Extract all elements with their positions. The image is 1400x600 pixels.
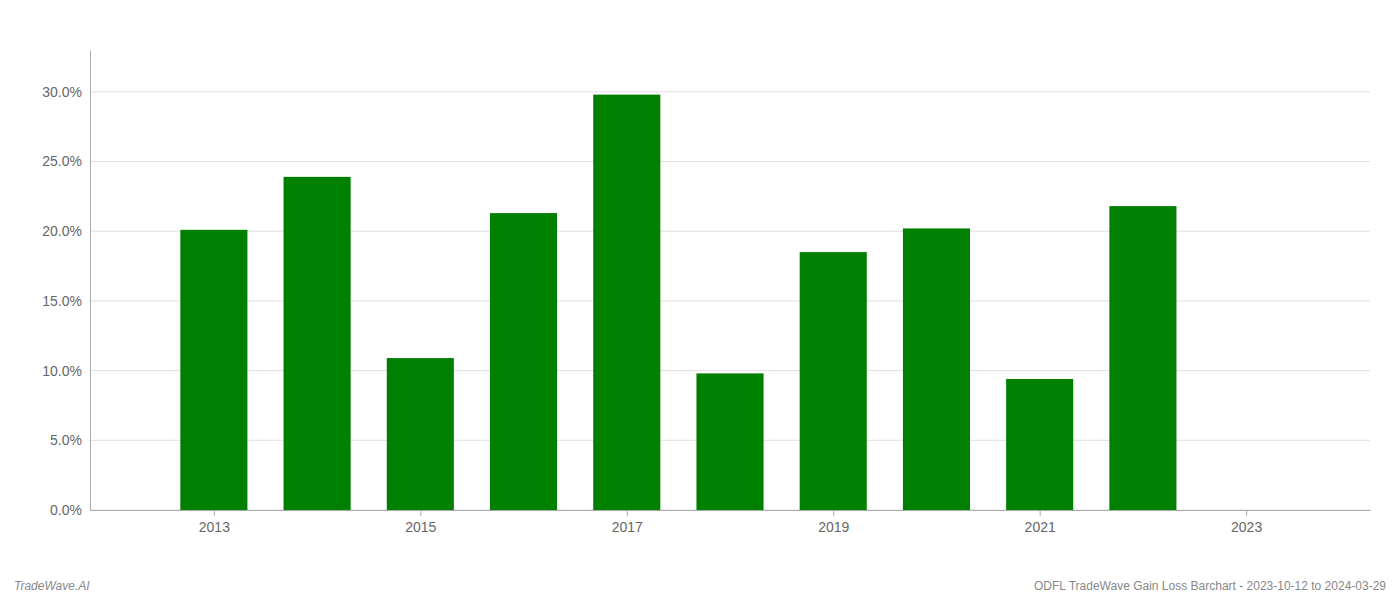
x-axis-line	[91, 510, 1371, 511]
bar	[387, 358, 454, 510]
grid-line	[90, 91, 1370, 92]
y-tick-label: 0.0%	[50, 502, 82, 518]
bar	[490, 213, 557, 510]
x-tick-mark	[627, 510, 628, 516]
y-tick: 30.0%	[42, 84, 90, 100]
bar	[800, 252, 867, 510]
y-tick-label: 25.0%	[42, 153, 82, 169]
y-tick: 5.0%	[50, 432, 90, 448]
x-tick: 2015	[405, 510, 436, 535]
bar	[1006, 379, 1073, 510]
y-tick-label: 30.0%	[42, 84, 82, 100]
grid-line	[90, 300, 1370, 301]
y-axis: 0.0% 5.0% 10.0% 15.0% 20.0% 25.0% 30.0%	[42, 51, 90, 518]
x-tick-label: 2013	[199, 519, 230, 535]
footer-text: ODFL TradeWave Gain Loss Barchart - 2023…	[1034, 579, 1386, 593]
x-tick-label: 2017	[612, 519, 643, 535]
y-tick: 0.0%	[50, 502, 90, 518]
grid-line	[90, 370, 1370, 371]
y-tick: 15.0%	[42, 293, 90, 309]
x-tick: 2023	[1231, 510, 1262, 535]
chart: 0.0%5.0%10.0%15.0%20.0%25.0%30.0%2013201…	[0, 0, 1400, 600]
y-tick-label: 15.0%	[42, 293, 82, 309]
plot: 0.0%5.0%10.0%15.0%20.0%25.0%30.0%2013201…	[42, 51, 1370, 535]
y-tick-label: 5.0%	[50, 432, 82, 448]
x-tick: 2021	[1025, 510, 1056, 535]
x-tick-mark	[214, 510, 215, 516]
y-tick-label: 10.0%	[42, 363, 82, 379]
footer: TradeWave.AI ODFL TradeWave Gain Loss Bar…	[14, 579, 1386, 593]
y-axis-line	[90, 51, 91, 511]
x-tick: 2019	[818, 510, 849, 535]
x-tick: 2017	[612, 510, 643, 535]
x-tick-mark	[420, 510, 421, 516]
bar	[696, 373, 763, 510]
bar	[180, 230, 247, 510]
x-tick-label: 2015	[405, 519, 436, 535]
y-tick: 20.0%	[42, 223, 90, 239]
bars	[180, 95, 1176, 510]
x-tick-label: 2023	[1231, 519, 1262, 535]
y-tick: 10.0%	[42, 363, 90, 379]
x-tick-mark	[1040, 510, 1041, 516]
y-tick: 25.0%	[42, 153, 90, 169]
bar	[903, 228, 970, 510]
x-tick-label: 2019	[818, 519, 849, 535]
footer-text: TradeWave.AI	[14, 579, 90, 593]
bar	[284, 177, 351, 510]
bar	[593, 95, 660, 510]
grid-line	[90, 161, 1370, 162]
y-tick-label: 20.0%	[42, 223, 82, 239]
x-tick: 2013	[199, 510, 230, 535]
x-tick-mark	[833, 510, 834, 516]
bar	[1109, 206, 1176, 510]
x-axis: 2013 2015 2017 2019 2021 2023	[91, 510, 1371, 535]
x-tick-label: 2021	[1025, 519, 1056, 535]
grid	[90, 92, 1370, 510]
x-tick-mark	[1246, 510, 1247, 516]
grid-line	[90, 231, 1370, 232]
